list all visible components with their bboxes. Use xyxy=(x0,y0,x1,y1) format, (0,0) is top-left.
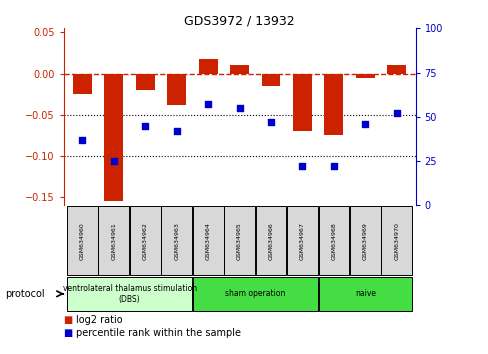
Point xyxy=(298,164,306,169)
Text: ■: ■ xyxy=(63,315,76,325)
FancyBboxPatch shape xyxy=(318,206,348,275)
FancyBboxPatch shape xyxy=(381,206,411,275)
Text: percentile rank within the sample: percentile rank within the sample xyxy=(76,328,240,338)
Bar xyxy=(167,74,186,105)
Text: GSM634962: GSM634962 xyxy=(142,222,147,259)
Point xyxy=(204,102,212,107)
FancyBboxPatch shape xyxy=(318,277,411,311)
Point xyxy=(141,123,149,129)
Bar xyxy=(104,74,123,201)
Bar xyxy=(73,74,92,94)
Text: GSM634968: GSM634968 xyxy=(331,222,336,259)
Bar xyxy=(261,74,280,86)
FancyBboxPatch shape xyxy=(67,277,192,311)
FancyBboxPatch shape xyxy=(130,206,161,275)
FancyBboxPatch shape xyxy=(161,206,192,275)
Text: GSM634961: GSM634961 xyxy=(111,222,116,259)
Text: ■: ■ xyxy=(63,328,76,338)
Text: GSM634964: GSM634964 xyxy=(205,222,210,259)
Bar xyxy=(386,65,406,74)
FancyBboxPatch shape xyxy=(192,206,223,275)
Point xyxy=(110,158,118,164)
Point xyxy=(79,137,86,143)
Text: log2 ratio: log2 ratio xyxy=(76,315,122,325)
Text: GSM634967: GSM634967 xyxy=(299,222,305,259)
Text: naive: naive xyxy=(354,289,375,298)
Text: protocol: protocol xyxy=(5,289,44,299)
Text: GSM634970: GSM634970 xyxy=(393,222,399,259)
Text: GSM634960: GSM634960 xyxy=(80,222,85,259)
Text: GSM634963: GSM634963 xyxy=(174,222,179,259)
Bar xyxy=(198,59,217,74)
FancyBboxPatch shape xyxy=(224,206,255,275)
FancyBboxPatch shape xyxy=(286,206,317,275)
Bar xyxy=(230,65,248,74)
Point xyxy=(172,128,180,134)
Point xyxy=(266,119,274,125)
Bar xyxy=(136,74,154,90)
Title: GDS3972 / 13932: GDS3972 / 13932 xyxy=(184,14,294,27)
Point xyxy=(361,121,368,127)
Text: GSM634966: GSM634966 xyxy=(268,222,273,259)
FancyBboxPatch shape xyxy=(255,206,286,275)
Text: GSM634969: GSM634969 xyxy=(362,222,367,259)
Bar xyxy=(355,74,374,78)
Point xyxy=(392,110,400,116)
FancyBboxPatch shape xyxy=(349,206,380,275)
Point xyxy=(235,105,243,111)
FancyBboxPatch shape xyxy=(67,206,98,275)
Bar xyxy=(292,74,311,131)
FancyBboxPatch shape xyxy=(192,277,317,311)
Bar xyxy=(324,74,343,135)
FancyBboxPatch shape xyxy=(98,206,129,275)
Text: sham operation: sham operation xyxy=(224,289,285,298)
Point xyxy=(329,164,337,169)
Text: ventrolateral thalamus stimulation
(DBS): ventrolateral thalamus stimulation (DBS) xyxy=(62,284,196,303)
Text: GSM634965: GSM634965 xyxy=(237,222,242,259)
